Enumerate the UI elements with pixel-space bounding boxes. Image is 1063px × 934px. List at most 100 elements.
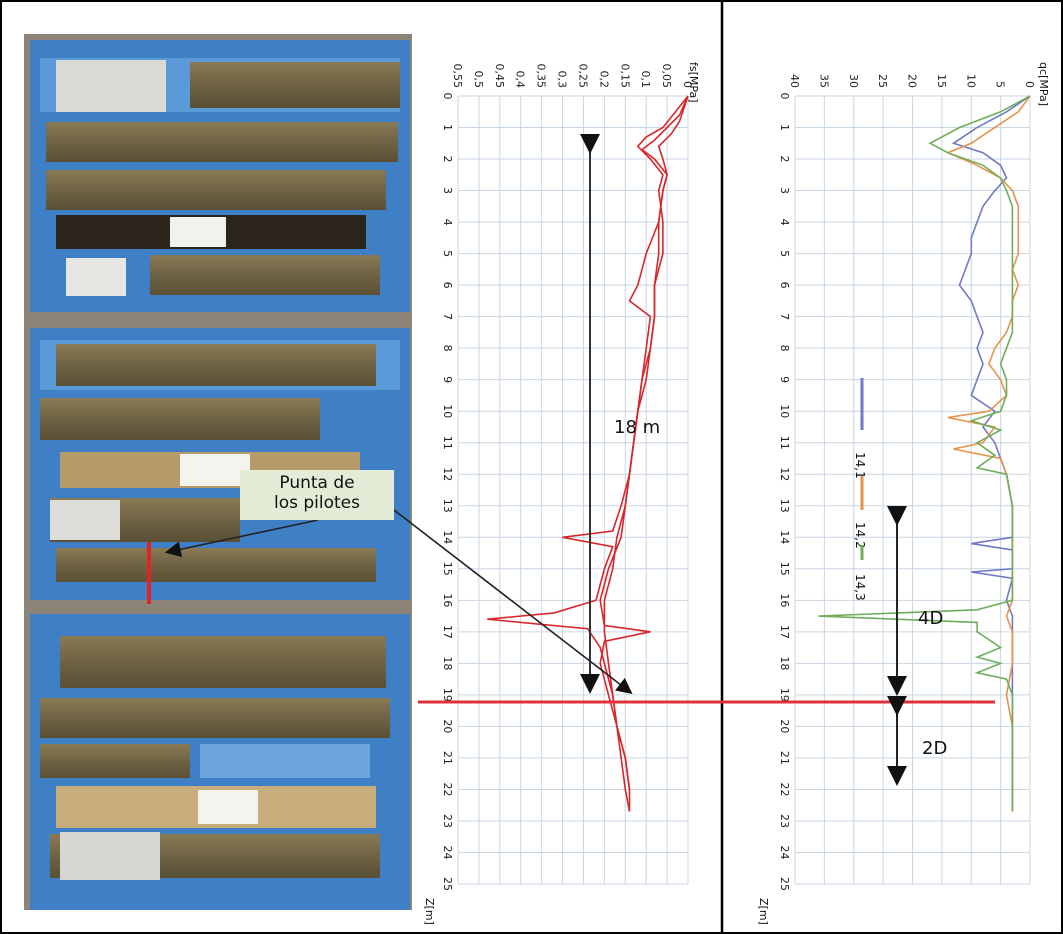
- depth-tick-label: 13: [778, 499, 791, 513]
- depth-tick-label: 14: [441, 530, 454, 544]
- depth-tick-label: 15: [441, 562, 454, 576]
- two-d-label: 2D: [922, 738, 947, 759]
- depth-tick-label: 17: [441, 625, 454, 639]
- value-tick-label: 0,25: [576, 64, 589, 89]
- fs-ticks: 0 0,05 0,1 0,15 0,2 0,25 0,3 0,35 0,4 0,45 0,5 0,55…: [441, 64, 694, 892]
- depth-tick-label: 23: [778, 814, 791, 828]
- qc-axis-label: qc[MPa]: [1037, 62, 1050, 106]
- value-tick-label: 0,1: [639, 71, 652, 89]
- series-line-1-2: [818, 95, 1031, 812]
- depth-tick-label: 7: [778, 313, 791, 320]
- core-tray-2: [30, 328, 410, 604]
- value-tick-label: 0: [681, 81, 694, 88]
- depth-tick-label: 21: [778, 751, 791, 765]
- depth-tick-label: 11: [778, 436, 791, 450]
- core-tray-1: [30, 40, 410, 312]
- depth-tick-label: 2: [441, 156, 454, 163]
- depth-tick-label: 4: [778, 219, 791, 226]
- series-line-0-0: [487, 95, 689, 812]
- depth-tick-label: 10: [778, 404, 791, 418]
- depth-tick-label: 17: [778, 625, 791, 639]
- value-tick-label: 10: [964, 74, 977, 88]
- depth-tick-label: 8: [778, 345, 791, 352]
- value-tick-label: 0,45: [493, 64, 506, 89]
- length-18-label: 18 m: [614, 417, 660, 438]
- value-tick-label: 0,2: [597, 71, 610, 89]
- depth-tick-label: 6: [778, 282, 791, 289]
- fs-depth-axis-label: Z[m]: [423, 898, 436, 925]
- depth-tick-label: 10: [441, 404, 454, 418]
- value-tick-label: 0,5: [472, 71, 485, 89]
- qc-depth-axis-label: Z[m]: [757, 898, 770, 925]
- depth-tick-label: 3: [778, 187, 791, 194]
- legend-label-14-1: 14,1: [853, 452, 867, 479]
- core-box-photo: [24, 34, 412, 910]
- depth-tick-label: 20: [778, 719, 791, 733]
- depth-tick-label: 13: [441, 499, 454, 513]
- depth-tick-label: 22: [778, 782, 791, 796]
- depth-tick-label: 16: [441, 593, 454, 607]
- depth-tick-label: 24: [778, 845, 791, 859]
- depth-tick-label: 19: [778, 688, 791, 702]
- depth-tick-label: 12: [441, 467, 454, 481]
- callout-arrow-chart: [393, 509, 633, 694]
- depth-tick-label: 1: [441, 124, 454, 131]
- value-tick-label: 0,4: [514, 71, 527, 89]
- pile-tip-callout: Punta de los pilotes: [240, 470, 394, 520]
- qc-grid: [794, 95, 1031, 885]
- depth-tick-label: 7: [441, 313, 454, 320]
- depth-tick-label: 4: [441, 219, 454, 226]
- depth-tick-label: 0: [778, 93, 791, 100]
- depth-tick-label: 23: [441, 814, 454, 828]
- depth-tick-label: 18: [778, 656, 791, 670]
- value-tick-label: 0,55: [451, 64, 464, 89]
- depth-tick-label: 25: [441, 877, 454, 891]
- value-tick-label: 20: [906, 74, 919, 88]
- qc-series: [818, 95, 1031, 812]
- depth-tick-label: 9: [778, 376, 791, 383]
- depth-tick-label: 5: [441, 250, 454, 257]
- qc-ticks: 0510152025303540012345678910111213141516…: [778, 74, 1036, 891]
- fs-axis-label: fs[MPa]: [687, 62, 700, 103]
- fs-grid: [457, 95, 689, 885]
- depth-tick-label: 14: [778, 530, 791, 544]
- depth-tick-label: 6: [441, 282, 454, 289]
- legend-label-14-3: 14,3: [853, 574, 867, 601]
- depth-tick-label: 21: [441, 751, 454, 765]
- series-line-1-0: [951, 95, 1031, 812]
- value-tick-label: 0,05: [660, 64, 673, 89]
- callout-line-1: Punta de: [279, 473, 355, 493]
- depth-tick-label: 22: [441, 782, 454, 796]
- value-tick-label: 0: [1023, 81, 1036, 88]
- qc-legend: 14,1 14,2 14,3: [853, 378, 867, 601]
- depth-tick-label: 8: [441, 345, 454, 352]
- depth-tick-label: 24: [441, 845, 454, 859]
- qc-chart: 0510152025303540012345678910111213141516…: [757, 62, 1050, 925]
- depth-tick-label: 25: [778, 877, 791, 891]
- fs-series: [487, 95, 689, 812]
- value-tick-label: 0,3: [556, 71, 569, 89]
- depth-tick-label: 9: [441, 376, 454, 383]
- value-tick-label: 25: [876, 74, 889, 88]
- depth-tick-label: 19: [441, 688, 454, 702]
- value-tick-label: 0,35: [535, 64, 548, 89]
- value-tick-label: 15: [935, 74, 948, 88]
- callout-line-2: los pilotes: [273, 493, 360, 513]
- series-line-1-1: [945, 95, 1031, 812]
- value-tick-label: 35: [817, 74, 830, 88]
- value-tick-label: 0,15: [618, 64, 631, 89]
- depth-tick-label: 12: [778, 467, 791, 481]
- depth-tick-label: 11: [441, 436, 454, 450]
- depth-tick-label: 2: [778, 156, 791, 163]
- four-d-label: 4D: [918, 608, 943, 629]
- depth-tick-label: 5: [778, 250, 791, 257]
- callout-arrow-photo: [164, 519, 319, 558]
- value-tick-label: 5: [994, 81, 1007, 88]
- depth-tick-label: 15: [778, 562, 791, 576]
- depth-tick-label: 0: [441, 93, 454, 100]
- depth-tick-label: 20: [441, 719, 454, 733]
- depth-tick-label: 1: [778, 124, 791, 131]
- depth-tick-label: 3: [441, 187, 454, 194]
